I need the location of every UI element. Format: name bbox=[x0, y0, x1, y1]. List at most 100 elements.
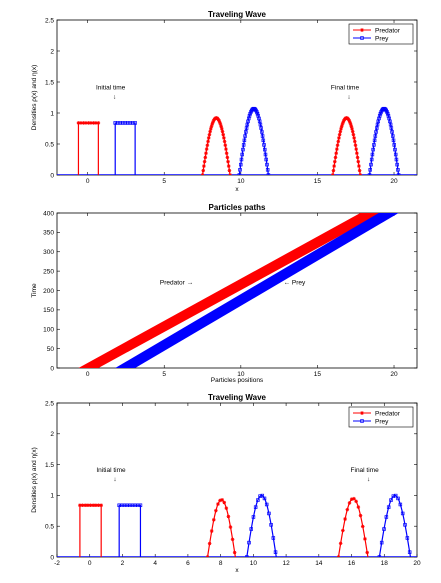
x-tick-label: -2 bbox=[54, 560, 60, 567]
series-predator-3-marker bbox=[227, 168, 232, 173]
series-prey-4-marker bbox=[245, 122, 250, 127]
series-prey-6-marker bbox=[393, 147, 397, 152]
y-tick-label: 100 bbox=[43, 327, 54, 334]
series-prey-4-marker bbox=[258, 122, 263, 127]
x-tick-label: 10 bbox=[237, 178, 245, 185]
series-prey-4-marker bbox=[253, 505, 258, 509]
series-predator-5-marker bbox=[365, 550, 369, 555]
series-predator-5-marker bbox=[356, 159, 361, 164]
x-tick-label: 5 bbox=[162, 178, 166, 185]
series-prey-4-marker bbox=[239, 157, 244, 162]
series-predator-3-marker bbox=[218, 122, 223, 126]
series-predator-3 bbox=[206, 499, 236, 557]
series-predator-5-marker bbox=[352, 496, 356, 501]
series-predator-3-marker bbox=[222, 139, 227, 144]
y-axis-label: Time bbox=[31, 283, 38, 298]
series-prey-6-marker bbox=[388, 122, 393, 127]
series-prey-6-marker bbox=[392, 143, 397, 147]
series-predator-1-marker bbox=[86, 121, 91, 125]
chart-title: Particles paths bbox=[209, 203, 266, 212]
series-predator-3-marker bbox=[204, 151, 208, 155]
series-predator-5-marker bbox=[360, 524, 365, 529]
x-tick-label: 12 bbox=[282, 560, 290, 567]
series-prey-4-marker bbox=[262, 143, 266, 147]
x-axis-label: x bbox=[235, 567, 239, 574]
series-prey-4-marker bbox=[237, 173, 242, 175]
annotation-arrow: ↓ bbox=[347, 93, 350, 100]
series-predator-1-marker bbox=[79, 121, 83, 125]
series-predator-1-marker bbox=[94, 121, 98, 125]
series-predator-5-marker bbox=[357, 164, 361, 168]
series-prey-6-marker bbox=[369, 157, 374, 162]
series-predator-3-marker bbox=[226, 514, 231, 519]
x-tick-label: 4 bbox=[153, 560, 157, 567]
y-tick-label: 0 bbox=[50, 365, 54, 372]
x-axis-label: x bbox=[235, 186, 239, 193]
series-prey-4-marker bbox=[255, 110, 259, 114]
series-prey-6-marker bbox=[384, 515, 389, 519]
series-prey-4-marker bbox=[260, 134, 265, 138]
series-predator-5-marker bbox=[356, 505, 361, 509]
chart-title: Traveling Wave bbox=[208, 10, 267, 19]
series-predator-3-marker bbox=[232, 550, 237, 555]
series-prey-6-marker bbox=[368, 168, 372, 172]
series-predator-3-marker bbox=[217, 118, 221, 123]
series-prey-6-marker bbox=[382, 527, 386, 531]
series-predator-1-marker bbox=[91, 121, 96, 125]
series-predator-5-marker bbox=[333, 155, 338, 160]
series-prey-6-marker bbox=[395, 162, 399, 167]
legend-label-prey: Prey bbox=[375, 35, 389, 42]
series-prey-6-marker bbox=[405, 536, 410, 540]
series-prey-6-marker bbox=[391, 134, 395, 138]
series-prey-6-marker bbox=[372, 138, 377, 143]
series-prey-6-marker bbox=[375, 122, 380, 127]
y-tick-label: 1 bbox=[50, 110, 54, 117]
x-tick-label: 6 bbox=[186, 560, 190, 567]
series-predator-1-marker bbox=[76, 121, 81, 125]
series-predator-3-marker bbox=[207, 132, 212, 137]
x-tick-label: 16 bbox=[348, 560, 356, 567]
series-prey-4-marker bbox=[238, 168, 242, 172]
series-predator-3-marker bbox=[220, 129, 225, 134]
series-predator-5-marker bbox=[355, 151, 359, 155]
legend-label-predator: Predator bbox=[375, 27, 401, 34]
series-predator-1-marker bbox=[89, 121, 93, 125]
series-group bbox=[78, 213, 399, 368]
series-prey-6-marker bbox=[372, 143, 376, 147]
legend-marker-predator bbox=[360, 411, 364, 415]
series-predator-3-marker bbox=[201, 168, 206, 173]
y-tick-label: 150 bbox=[43, 307, 54, 314]
x-axis-label: Particles positions bbox=[211, 377, 264, 384]
series-prey-6-marker bbox=[394, 157, 399, 162]
series-predator-3-marker bbox=[205, 143, 210, 147]
series-predator-5-marker bbox=[332, 164, 336, 168]
series-predator-3-marker bbox=[210, 122, 214, 126]
series-predator-5-marker bbox=[355, 155, 360, 160]
series-prey-4-marker bbox=[267, 511, 271, 516]
x-tick-label: 0 bbox=[86, 371, 90, 378]
series-prey-6-marker bbox=[377, 555, 382, 557]
series-predator-5-marker bbox=[349, 497, 354, 501]
series-prey-4-marker bbox=[259, 126, 263, 130]
chart-panel-3: Traveling Wave-2 0 2 4 6 8 10 12 14 16 18 2000.511.… bbox=[31, 393, 421, 574]
series-predator-5-marker bbox=[336, 555, 341, 557]
y-tick-label: 400 bbox=[43, 210, 54, 217]
series-prey-4-marker bbox=[262, 496, 267, 501]
series-predator-3-marker bbox=[222, 136, 226, 140]
series-prey-4-marker bbox=[265, 162, 269, 167]
series-prey-6-marker bbox=[379, 540, 384, 545]
series-predator-5-marker bbox=[339, 124, 344, 129]
series-predator-5-marker bbox=[347, 501, 352, 505]
series-prey-4-marker bbox=[243, 134, 247, 138]
series-predator-3 bbox=[201, 117, 231, 175]
series-prey-4-marker bbox=[244, 130, 248, 134]
series-predator-5-marker bbox=[348, 122, 353, 126]
series-predator-3-marker bbox=[222, 500, 227, 505]
series-prey-4-marker bbox=[266, 173, 271, 175]
series-predator-5-marker bbox=[353, 143, 358, 147]
series-predator-3-marker bbox=[220, 498, 224, 502]
y-tick-label: 0.5 bbox=[45, 141, 54, 148]
series-prey-4-marker bbox=[257, 119, 262, 124]
y-tick-label: 2 bbox=[50, 431, 54, 438]
